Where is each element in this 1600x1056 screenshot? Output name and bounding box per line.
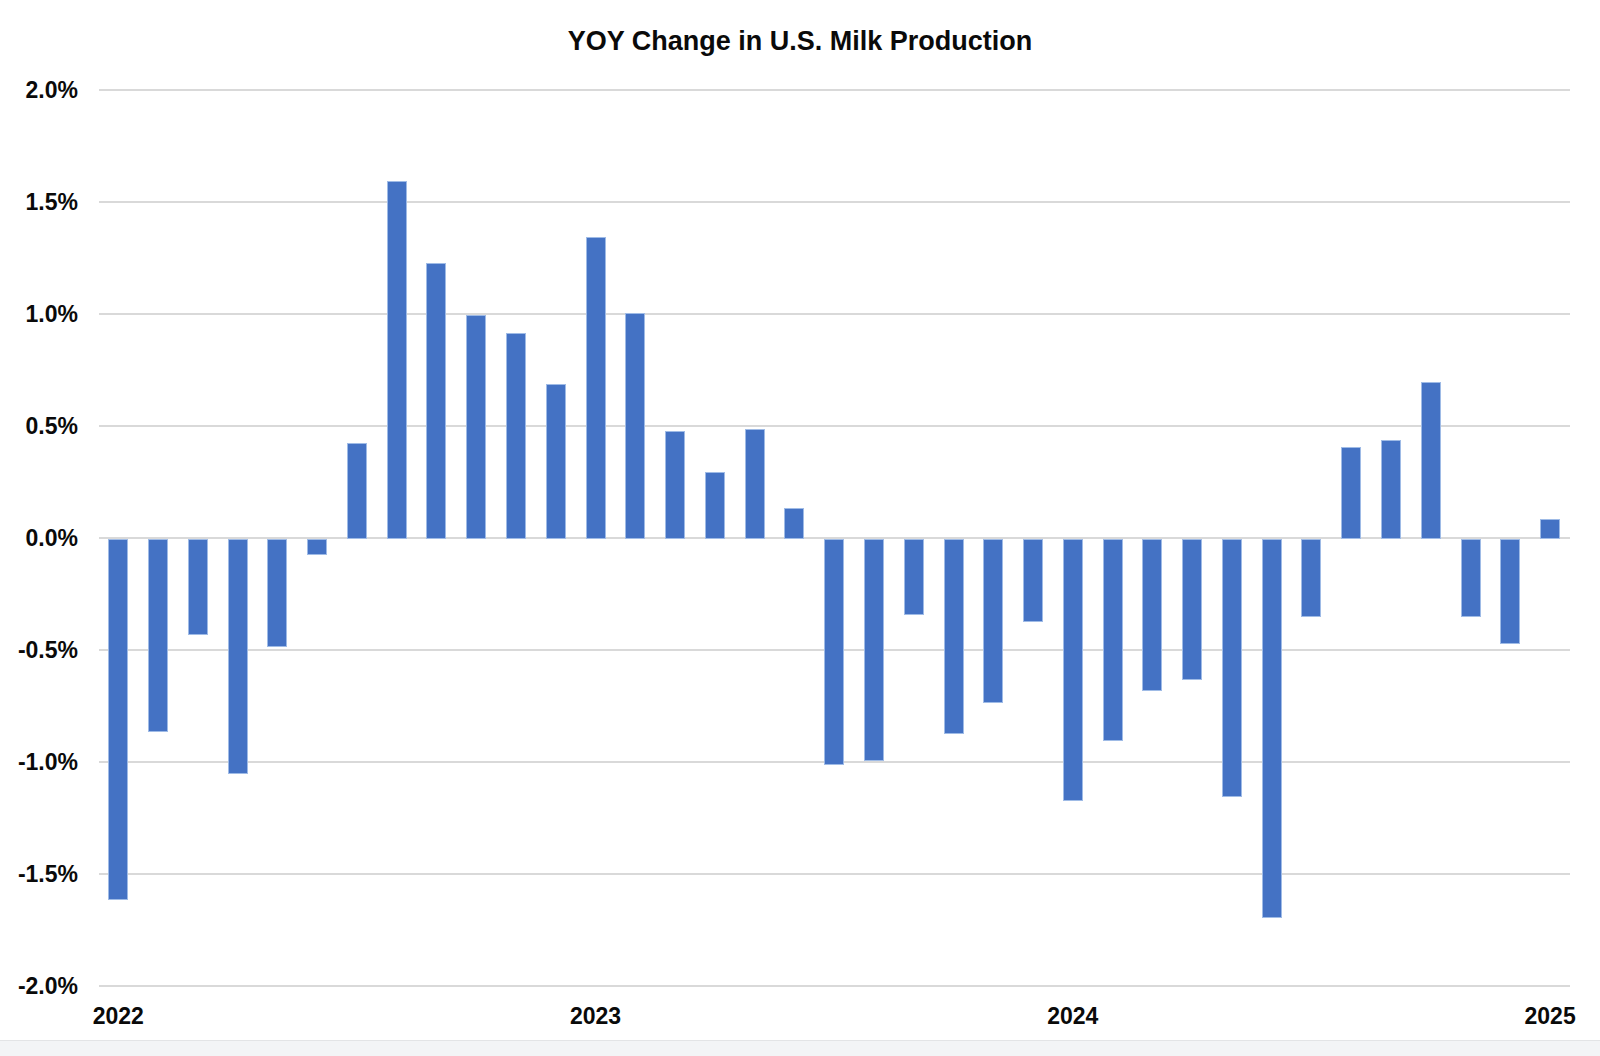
bar-2025-01[interactable] bbox=[1540, 519, 1560, 539]
gridline--2.0% bbox=[99, 985, 1570, 987]
bar-2023-05[interactable] bbox=[745, 429, 765, 539]
bar-2023-03[interactable] bbox=[665, 431, 685, 539]
bar-2022-03[interactable] bbox=[188, 539, 208, 635]
bar-2024-03[interactable] bbox=[1142, 539, 1162, 691]
milk-production-chart: YOY Change in U.S. Milk Production 2.0% 1… bbox=[0, 0, 1600, 1056]
x-tick-label-2025: 2025 bbox=[1495, 1002, 1600, 1030]
bar-2023-11[interactable] bbox=[983, 539, 1003, 703]
bar-2023-02[interactable] bbox=[625, 313, 645, 539]
gridline-2.0% bbox=[99, 89, 1570, 91]
x-tick-label-2023: 2023 bbox=[541, 1002, 651, 1030]
bar-2024-04[interactable] bbox=[1182, 539, 1202, 680]
gridline-1.0% bbox=[99, 313, 1570, 315]
y-tick-label--1.0%: -1.0% bbox=[0, 748, 78, 776]
y-tick-label-1.5%: 1.5% bbox=[0, 188, 78, 216]
bar-2022-06[interactable] bbox=[307, 539, 327, 555]
bar-2024-12[interactable] bbox=[1500, 539, 1520, 644]
y-tick-label--0.5%: -0.5% bbox=[0, 636, 78, 664]
x-tick-label-2024: 2024 bbox=[1018, 1002, 1128, 1030]
bar-2024-06[interactable] bbox=[1262, 539, 1282, 918]
bar-2022-11[interactable] bbox=[506, 333, 526, 539]
bottom-band bbox=[0, 1040, 1600, 1056]
bar-2023-08[interactable] bbox=[864, 539, 884, 761]
bar-2023-09[interactable] bbox=[904, 539, 924, 615]
bar-2022-07[interactable] bbox=[347, 443, 367, 539]
bar-2022-09[interactable] bbox=[426, 263, 446, 539]
y-tick-label--1.5%: -1.5% bbox=[0, 860, 78, 888]
chart-title: YOY Change in U.S. Milk Production bbox=[0, 26, 1600, 57]
bar-2022-10[interactable] bbox=[466, 315, 486, 539]
gridline-1.5% bbox=[99, 201, 1570, 203]
bar-2024-02[interactable] bbox=[1103, 539, 1123, 741]
y-tick-label--2.0%: -2.0% bbox=[0, 972, 78, 1000]
bar-2024-07[interactable] bbox=[1301, 539, 1321, 617]
bar-2022-01[interactable] bbox=[108, 539, 128, 900]
bar-2022-04[interactable] bbox=[228, 539, 248, 774]
y-tick-label-0.0%: 0.0% bbox=[0, 524, 78, 552]
bar-2023-07[interactable] bbox=[824, 539, 844, 765]
bar-2022-05[interactable] bbox=[267, 539, 287, 647]
bar-2024-05[interactable] bbox=[1222, 539, 1242, 797]
bar-2022-02[interactable] bbox=[148, 539, 168, 732]
bar-2024-09[interactable] bbox=[1381, 440, 1401, 539]
bar-2023-12[interactable] bbox=[1023, 539, 1043, 622]
y-tick-label-1.0%: 1.0% bbox=[0, 300, 78, 328]
x-tick-label-2022: 2022 bbox=[63, 1002, 173, 1030]
bar-2023-04[interactable] bbox=[705, 472, 725, 539]
y-tick-label-2.0%: 2.0% bbox=[0, 76, 78, 104]
bar-2024-10[interactable] bbox=[1421, 382, 1441, 539]
bar-2023-10[interactable] bbox=[944, 539, 964, 734]
bar-2024-08[interactable] bbox=[1341, 447, 1361, 539]
bar-2023-06[interactable] bbox=[784, 508, 804, 539]
bar-2024-01[interactable] bbox=[1063, 539, 1083, 801]
y-tick-label-0.5%: 0.5% bbox=[0, 412, 78, 440]
gridline--1.5% bbox=[99, 873, 1570, 875]
gridline-0.5% bbox=[99, 425, 1570, 427]
bar-2024-11[interactable] bbox=[1461, 539, 1481, 617]
bar-2022-08[interactable] bbox=[387, 181, 407, 539]
bar-2023-01[interactable] bbox=[586, 237, 606, 539]
bar-2022-12[interactable] bbox=[546, 384, 566, 539]
